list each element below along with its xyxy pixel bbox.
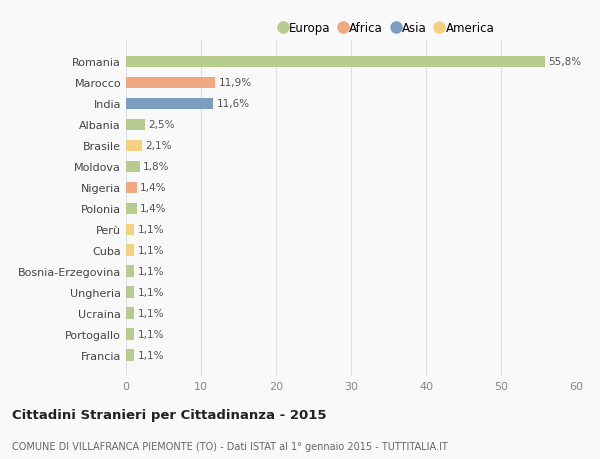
Text: COMUNE DI VILLAFRANCA PIEMONTE (TO) - Dati ISTAT al 1° gennaio 2015 - TUTTITALIA: COMUNE DI VILLAFRANCA PIEMONTE (TO) - Da… [12,441,448,451]
Bar [126,245,134,257]
Text: 1,1%: 1,1% [138,350,164,360]
Text: 1,1%: 1,1% [138,225,164,235]
Text: 1,1%: 1,1% [138,246,164,256]
Text: 1,1%: 1,1% [138,267,164,277]
Bar [126,308,134,319]
Bar [126,329,134,340]
Text: 1,4%: 1,4% [140,183,167,193]
Text: 11,9%: 11,9% [219,78,252,88]
Bar [126,119,145,131]
Bar [126,224,134,235]
Legend: Europa, Africa, Asia, America: Europa, Africa, Asia, America [275,17,499,39]
Text: Cittadini Stranieri per Cittadinanza - 2015: Cittadini Stranieri per Cittadinanza - 2… [12,409,326,421]
Bar [126,350,134,361]
Bar [126,98,213,110]
Bar [126,78,215,89]
Text: 11,6%: 11,6% [217,99,250,109]
Bar [126,140,142,152]
Text: 2,1%: 2,1% [146,141,172,151]
Text: 2,5%: 2,5% [149,120,175,130]
Text: 1,4%: 1,4% [140,204,167,214]
Bar [126,287,134,298]
Bar [126,182,137,194]
Text: 1,1%: 1,1% [138,288,164,297]
Bar [126,161,139,173]
Bar [126,203,137,215]
Bar [126,266,134,277]
Text: 1,8%: 1,8% [143,162,170,172]
Text: 1,1%: 1,1% [138,308,164,319]
Text: 55,8%: 55,8% [548,57,581,67]
Text: 1,1%: 1,1% [138,330,164,340]
Bar [126,56,545,68]
